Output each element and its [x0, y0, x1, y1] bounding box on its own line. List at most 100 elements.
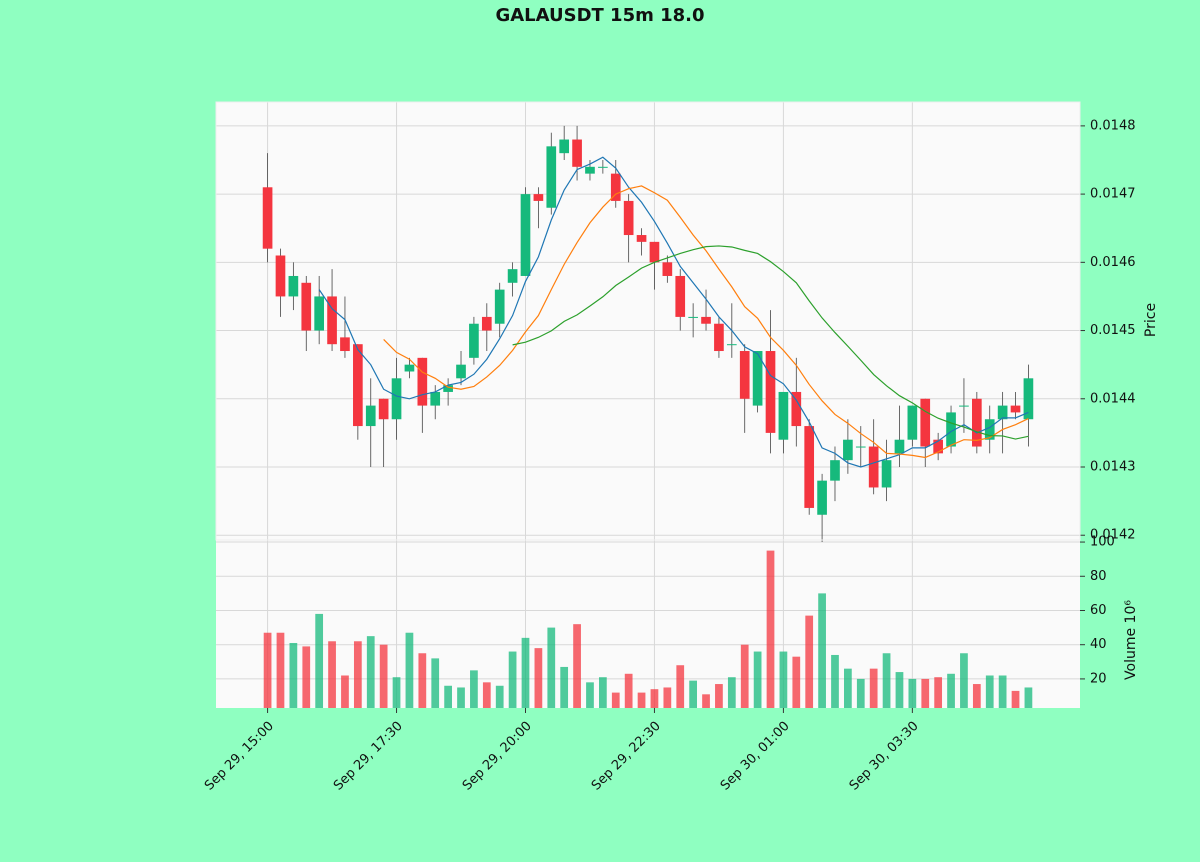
volume-bar: [444, 685, 452, 708]
x-tick-label: Sep 29, 22:30: [589, 719, 664, 794]
candle-body: [636, 235, 647, 242]
candle-body: [972, 398, 982, 447]
chart-title: GALAUSDT 15m 18.0: [495, 5, 704, 26]
moving-average-line: [318, 156, 1029, 468]
volume-bar: [289, 642, 298, 708]
volume-label: Volume: [1123, 628, 1139, 680]
y-tick-label: 0.0148: [1090, 118, 1136, 133]
candle-body: [920, 398, 931, 447]
moving-average-line: [512, 245, 1029, 440]
volume-bar: [418, 653, 427, 708]
volume-bar: [985, 675, 994, 708]
candle-body: [817, 480, 827, 515]
x-tick-label: Sep 29, 20:00: [460, 719, 535, 794]
candle-body: [417, 357, 428, 406]
volume-bar: [482, 682, 491, 708]
volume-bar: [895, 672, 904, 708]
candle-body: [301, 282, 312, 331]
price-frame: [215, 101, 1081, 541]
volume-bar: [263, 632, 272, 708]
volume-bar: [844, 668, 852, 708]
volume-bar: [341, 675, 349, 708]
y-tick-label: 0.0147: [1090, 187, 1136, 202]
candle-body: [997, 405, 1008, 420]
candle-body: [662, 262, 673, 276]
volume-bar: [689, 680, 698, 708]
volume-bar: [547, 627, 556, 708]
candle-body: [688, 316, 698, 318]
volume-bar: [805, 615, 814, 708]
y-axis-label: Price: [1143, 303, 1159, 337]
volume-bar: [392, 677, 401, 708]
candle-body: [365, 405, 376, 427]
volume-bar: [560, 666, 569, 708]
moving-average-line: [383, 185, 1029, 459]
volume-tick-label: 40: [1090, 637, 1107, 652]
volume-bar: [328, 641, 336, 708]
volume-bar: [869, 668, 878, 708]
volume-bar: [753, 651, 762, 708]
volume-bar: [1011, 690, 1020, 708]
candle-body: [1010, 405, 1021, 413]
candle-body: [430, 391, 441, 406]
volume-bar: [315, 613, 324, 708]
volume-bar: [431, 658, 440, 708]
candle-body: [843, 439, 853, 461]
volume-bar: [947, 673, 955, 708]
y-tick-label: 0.0144: [1090, 391, 1136, 406]
volume-bar: [624, 673, 633, 708]
candle-body: [649, 241, 660, 263]
candle-body: [494, 289, 505, 324]
y-tick-label: 0.0143: [1090, 460, 1136, 475]
candle-body: [456, 364, 466, 379]
candle-body: [907, 405, 918, 440]
candle-body: [959, 405, 969, 407]
candle-body: [933, 439, 943, 454]
volume-bar: [934, 677, 943, 708]
candle-body: [675, 275, 686, 317]
volume-bar: [779, 651, 788, 708]
candle-body: [507, 269, 518, 283]
candle-body: [520, 194, 531, 276]
volume-bar: [1024, 687, 1033, 708]
candle-body: [778, 391, 789, 440]
volume-bar: [353, 641, 362, 708]
candle-body: [546, 146, 557, 208]
candle-body: [404, 364, 415, 372]
volume-bar: [818, 593, 826, 708]
candle-body: [275, 255, 286, 297]
candle-body: [804, 426, 815, 508]
y-tick-label: 0.0145: [1090, 323, 1136, 338]
volume-bar: [740, 644, 749, 708]
volume-bar: [650, 689, 659, 708]
volume-bar: [457, 687, 465, 708]
volume-bar: [921, 678, 930, 708]
candle-body: [984, 419, 995, 440]
volume-tick-label: 80: [1090, 569, 1107, 584]
candle-body: [340, 337, 350, 352]
volume-bar: [611, 692, 620, 708]
volume-bar: [366, 636, 375, 708]
candle-body: [559, 139, 570, 154]
y-tick-label: 0.0142: [1090, 528, 1136, 543]
x-tick-label: Sep 30, 01:00: [718, 719, 793, 794]
volume-bar: [882, 653, 891, 708]
candle-body: [598, 166, 608, 168]
x-tick-label: Sep 29, 17:30: [331, 719, 406, 794]
volume-bar: [831, 654, 839, 708]
volume-bar: [960, 653, 968, 708]
candle-body: [623, 200, 634, 236]
candle-body: [314, 296, 324, 331]
candle-body: [481, 316, 492, 331]
volume-bar: [534, 648, 543, 708]
candle-body: [288, 275, 299, 297]
candle-body: [881, 460, 892, 488]
volume-bar: [302, 646, 311, 708]
volume-bar: [276, 632, 285, 708]
volume-bar: [508, 651, 517, 708]
candle-body: [469, 323, 479, 358]
candle-body: [610, 173, 621, 201]
volume-bar: [405, 632, 414, 708]
candle-body: [585, 166, 595, 174]
